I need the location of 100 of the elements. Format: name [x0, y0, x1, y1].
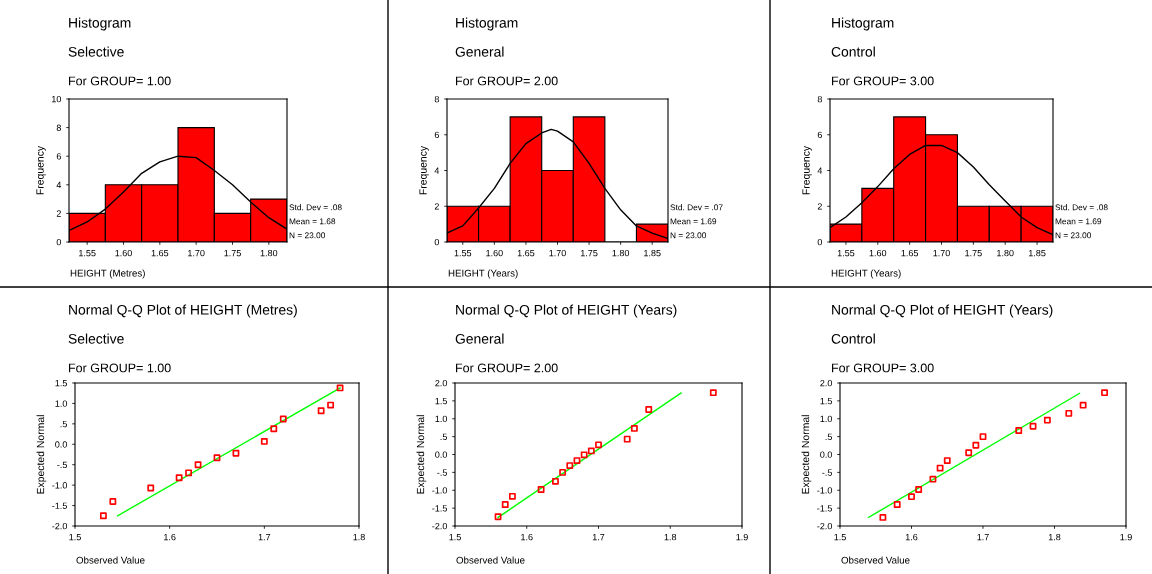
x-tick-label: 1.75 [224, 249, 241, 257]
y-tick-label: 1.0 [435, 415, 448, 423]
text: Mean = 1.68 [289, 218, 336, 225]
x-tick-label: 1.80 [612, 249, 630, 257]
x-tick-label: 1.9 [736, 533, 748, 541]
y-tick-label: -1.0 [432, 487, 448, 494]
y-tick-label: 2 [434, 203, 439, 210]
x-tick-label: 1.6 [905, 533, 918, 541]
y-tick-label: 10 [52, 95, 62, 103]
x-axis-title: Observed Value [841, 556, 910, 564]
x-axis-title: Observed Value [456, 556, 525, 564]
y-axis-title: Frequency [802, 145, 812, 195]
y-tick-label: 2 [817, 203, 822, 210]
x-tick-label: 1.80 [260, 249, 278, 257]
y-tick-label: 1.5 [55, 380, 67, 387]
y-tick-label: 0.0 [55, 441, 68, 448]
y-tick-label: 0 [56, 238, 62, 246]
x-tick-label: 1.55 [79, 249, 96, 257]
y-tick-label: -.5 [822, 469, 832, 476]
text: N = 23.00 [289, 232, 326, 239]
x-axis-title: HEIGHT (Years) [831, 269, 901, 279]
x-tick-label: 1.80 [997, 249, 1014, 257]
x-tick-label: 1.5 [834, 533, 846, 541]
y-tick-label: 4 [434, 167, 440, 174]
x-tick-label: 1.85 [644, 249, 661, 257]
chart-title: Normal Q-Q Plot of HEIGHT (Years) [456, 304, 677, 318]
y-tick-label: 4 [56, 181, 62, 189]
x-tick-label: 1.65 [901, 249, 919, 257]
y-tick-label: -2.0 [432, 522, 448, 530]
y-tick-label: .5 [825, 433, 832, 440]
chart-subtitle: Control [831, 333, 875, 344]
x-tick-label: 1.6 [521, 533, 533, 541]
text: Mean = 1.69 [1055, 218, 1102, 225]
text: For GROUP= 3.00 [832, 76, 934, 86]
y-tick-label: .5 [60, 420, 67, 428]
y-tick-label: -1.5 [52, 502, 67, 509]
x-tick-label: 1.8 [664, 533, 677, 541]
text: For GROUP= 1.00 [69, 76, 171, 86]
x-tick-label: 1.60 [115, 249, 132, 257]
x-tick-label: 1.70 [188, 249, 205, 257]
text: For GROUP= 2.00 [456, 76, 558, 86]
x-tick-label: 1.5 [69, 533, 81, 541]
text: For GROUP= 3.00 [832, 363, 934, 373]
x-tick-label: 1.8 [353, 533, 365, 541]
y-tick-label: 0 [434, 238, 440, 246]
text: For GROUP= 1.00 [69, 363, 171, 373]
y-tick-label: 2 [56, 210, 61, 217]
x-tick-label: 1.70 [933, 249, 950, 257]
x-tick-label: 1.65 [517, 249, 535, 257]
y-tick-label: -.5 [437, 469, 447, 476]
y-tick-label: 8 [434, 95, 439, 103]
y-tick-label: 8 [56, 124, 61, 131]
chart-title: Histogram [456, 17, 518, 31]
y-tick-label: -1.5 [432, 505, 447, 512]
x-tick-label: 1.75 [580, 249, 598, 257]
x-tick-label: 1.60 [869, 249, 887, 257]
y-axis-title: Frequency [36, 145, 46, 195]
y-tick-label: -1.5 [817, 505, 832, 512]
x-tick-label: 1.9 [1120, 533, 1132, 541]
x-tick-label: 1.8 [1048, 533, 1061, 541]
y-axis-title: Frequency [419, 145, 429, 195]
x-axis-title: HEIGHT (Years) [448, 269, 518, 279]
y-tick-label: 1.5 [435, 397, 447, 405]
y-tick-label: 4 [817, 167, 823, 174]
y-tick-label: 2.0 [435, 379, 448, 387]
y-tick-label: 0.0 [435, 451, 448, 458]
chart-subtitle: Selective [68, 333, 124, 344]
y-tick-label: -2.0 [52, 522, 68, 530]
y-tick-label: 1.0 [820, 415, 833, 423]
y-tick-label: -2.0 [817, 522, 833, 530]
x-tick-label: 1.5 [449, 533, 461, 541]
text: N = 23.00 [1055, 232, 1092, 239]
chart-title: Histogram [69, 17, 131, 31]
text: Mean = 1.69 [670, 218, 717, 225]
chart-subtitle: General [455, 46, 504, 57]
y-tick-label: 6 [817, 131, 822, 139]
text: Std. Dev = .08 [289, 204, 342, 211]
x-tick-label: 1.55 [837, 249, 855, 257]
chart-subtitle: General [455, 333, 504, 344]
x-axis-title: Observed Value [76, 556, 145, 564]
y-axis-title: Expected Normal [801, 415, 812, 494]
y-tick-label: 6 [434, 131, 439, 139]
y-tick-label: -1.0 [52, 482, 68, 489]
x-tick-label: 1.70 [549, 249, 566, 257]
text: N = 23.00 [670, 232, 707, 239]
text: Std. Dev = .07 [670, 204, 723, 211]
x-axis-title: HEIGHT (Metres) [70, 269, 145, 279]
text: For GROUP= 2.00 [456, 363, 558, 373]
y-tick-label: -.5 [57, 461, 67, 469]
y-axis-title: Expected Normal [416, 415, 427, 494]
x-tick-label: 1.65 [151, 249, 169, 257]
y-tick-label: 2.0 [820, 379, 833, 387]
x-tick-label: 1.7 [258, 533, 271, 541]
x-tick-label: 1.60 [486, 249, 503, 257]
y-tick-label: 6 [56, 153, 61, 160]
y-tick-label: 0.0 [820, 451, 833, 458]
x-tick-label: 1.7 [977, 533, 989, 541]
y-tick-label: -1.0 [817, 487, 833, 494]
y-tick-label: 0 [817, 238, 823, 246]
x-tick-label: 1.55 [454, 249, 472, 257]
